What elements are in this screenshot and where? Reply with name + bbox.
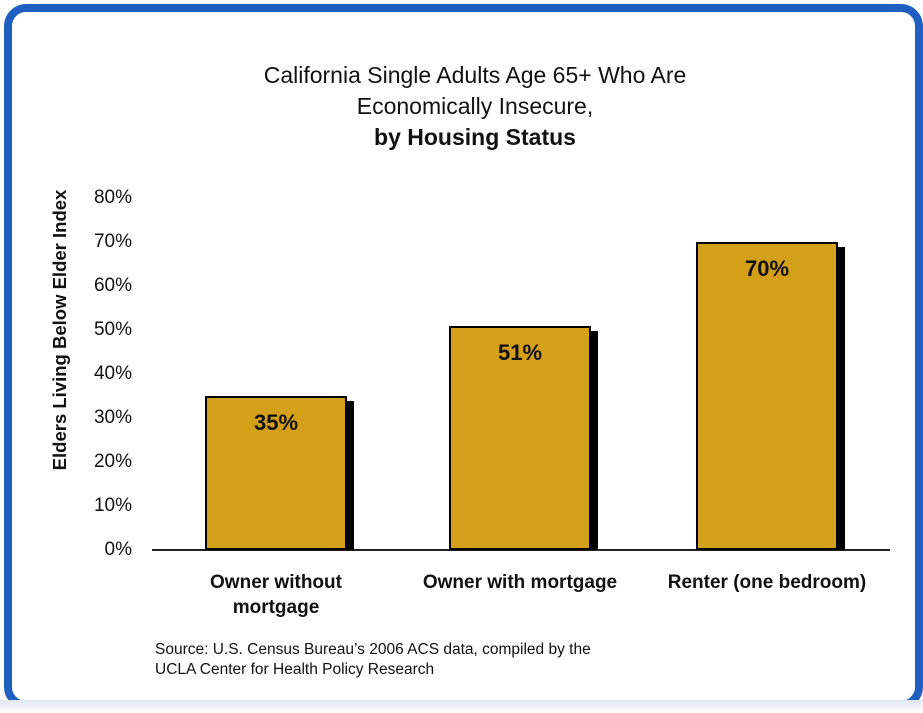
title-line-1: California Single Adults Age 65+ Who Are bbox=[263, 62, 687, 88]
source-line-2: UCLA Center for Health Policy Research bbox=[155, 661, 435, 678]
y-tick-label: 50% bbox=[93, 319, 132, 340]
chart-title: California Single Adults Age 65+ Who Are… bbox=[150, 60, 800, 153]
source-note: Source: U.S. Census Bureau’s 2006 ACS da… bbox=[155, 640, 715, 680]
bar bbox=[449, 325, 591, 550]
bar-data-label: 70% bbox=[744, 256, 790, 281]
bar-data-label: 35% bbox=[253, 410, 299, 435]
title-line-2: Economically Insecure, bbox=[356, 93, 594, 119]
x-tick-label: Renter (one bedroom) bbox=[667, 572, 867, 593]
y-tick-label: 80% bbox=[93, 187, 132, 208]
title-line-3: by Housing Status bbox=[374, 124, 576, 150]
bar bbox=[696, 242, 838, 550]
bar bbox=[205, 396, 347, 550]
source-line-1: Source: U.S. Census Bureau’s 2006 ACS da… bbox=[155, 641, 591, 658]
x-tick-label: Owner with mortgage bbox=[422, 572, 618, 593]
y-tick-label: 10% bbox=[93, 495, 132, 516]
x-tick-label: Owner without mortgage bbox=[210, 572, 342, 618]
y-tick-label: 60% bbox=[93, 275, 132, 296]
bar-data-label: 51% bbox=[497, 339, 543, 365]
y-tick-label: 70% bbox=[93, 231, 132, 252]
bottom-edge bbox=[0, 700, 923, 713]
y-tick-label: 40% bbox=[93, 363, 132, 384]
y-tick-label: 30% bbox=[93, 407, 132, 428]
x-axis-line bbox=[152, 549, 890, 551]
y-tick-label: 20% bbox=[93, 451, 132, 472]
y-tick-label: 0% bbox=[104, 539, 132, 560]
